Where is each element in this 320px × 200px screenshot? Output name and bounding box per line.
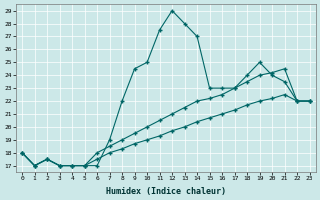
X-axis label: Humidex (Indice chaleur): Humidex (Indice chaleur) bbox=[106, 187, 226, 196]
